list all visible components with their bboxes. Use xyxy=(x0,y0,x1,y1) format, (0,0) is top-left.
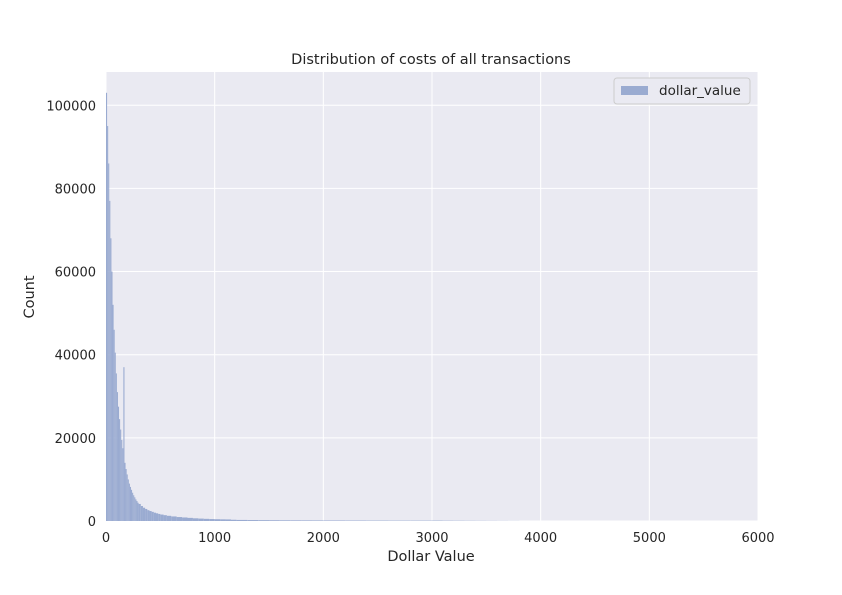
histogram-bar xyxy=(122,448,124,521)
histogram-bar xyxy=(192,518,199,521)
histogram-bar xyxy=(114,352,116,521)
chart-title: Distribution of costs of all transaction… xyxy=(291,52,571,68)
y-tick-label: 100000 xyxy=(46,99,96,114)
histogram-bar xyxy=(198,518,204,521)
y-axis-label: Count xyxy=(22,275,38,318)
histogram-bar xyxy=(138,503,141,521)
histogram-bar xyxy=(155,513,159,521)
histogram-bar xyxy=(160,514,164,521)
histogram-bar xyxy=(279,520,291,521)
legend-swatch xyxy=(621,86,648,95)
histogram-bar xyxy=(125,469,127,521)
histogram-bar xyxy=(230,519,237,521)
x-tick-label: 3000 xyxy=(415,531,448,546)
y-tick-labels: 0 20000 40000 60000 80000 100000 xyxy=(46,99,96,530)
histogram-bar xyxy=(123,367,125,521)
histogram-bar xyxy=(112,304,114,521)
histogram-bar xyxy=(147,510,150,521)
histogram-bar xyxy=(119,419,121,521)
histogram-bar xyxy=(171,516,177,521)
histogram-bar xyxy=(110,238,112,521)
histogram-bar xyxy=(176,517,183,521)
histogram-bar xyxy=(145,508,148,521)
histogram-bar xyxy=(214,519,221,521)
histogram-bar xyxy=(116,392,118,521)
histogram-bar xyxy=(124,462,126,521)
histogram-bar xyxy=(134,497,136,521)
legend: dollar_value xyxy=(613,77,751,105)
histogram-bar xyxy=(151,511,154,521)
histogram-bar xyxy=(115,373,117,521)
histogram-bar xyxy=(142,507,146,521)
histogram-bar xyxy=(236,519,248,521)
histogram-bars xyxy=(106,92,521,522)
histogram-bar xyxy=(140,506,143,521)
histogram-bar xyxy=(127,479,129,521)
histogram-bar xyxy=(209,519,215,521)
histogram-bar xyxy=(290,520,302,521)
histogram-bar xyxy=(153,512,156,521)
histogram-bar xyxy=(108,163,110,522)
histogram-bar xyxy=(301,520,313,521)
histogram-bar xyxy=(220,519,226,521)
x-tick-label: 2000 xyxy=(307,531,340,546)
histogram-bar xyxy=(130,489,133,521)
histogram-bar xyxy=(128,483,130,521)
histogram-bar xyxy=(163,515,167,521)
x-tick-labels: 0 1000 2000 3000 4000 5000 6000 xyxy=(102,531,775,546)
legend-label: dollar_value xyxy=(659,83,741,99)
x-axis-label: Dollar Value xyxy=(387,549,474,565)
y-tick-label: 0 xyxy=(88,515,96,530)
histogram-bar xyxy=(111,271,113,521)
histogram-bar xyxy=(113,329,115,521)
histogram-bar xyxy=(203,518,210,521)
legend-box xyxy=(613,77,751,105)
histogram-bar xyxy=(187,517,193,521)
histogram-bar xyxy=(269,520,280,521)
histogram-bar xyxy=(182,517,188,521)
x-tick-label: 0 xyxy=(102,531,110,546)
x-tick-label: 1000 xyxy=(198,531,231,546)
histogram-bar xyxy=(129,486,131,521)
histogram-bar xyxy=(312,520,324,521)
histogram-bar xyxy=(166,515,172,521)
histogram-bar xyxy=(117,406,120,521)
histogram-bar xyxy=(132,492,134,521)
histogram-bar xyxy=(106,92,108,521)
histogram-bar xyxy=(136,501,138,521)
y-tick-label: 60000 xyxy=(55,266,96,281)
x-tick-label: 6000 xyxy=(741,531,774,546)
histogram-bar xyxy=(135,499,137,521)
histogram-bar xyxy=(121,439,123,521)
histogram-bar xyxy=(107,126,109,521)
histogram-bar xyxy=(120,429,122,521)
histogram-bar xyxy=(225,519,231,521)
x-tick-label: 5000 xyxy=(633,531,666,546)
histogram-bar xyxy=(247,520,259,521)
histogram-bar xyxy=(158,513,161,521)
histogram-bar xyxy=(126,474,128,521)
histogram-bar xyxy=(109,200,111,521)
y-tick-label: 80000 xyxy=(55,182,96,197)
histogram-bar xyxy=(137,502,139,521)
histogram-bar xyxy=(149,511,152,521)
histogram-bar xyxy=(258,520,269,521)
y-tick-label: 40000 xyxy=(55,349,96,364)
histogram-bar xyxy=(133,495,135,521)
y-tick-label: 20000 xyxy=(55,432,96,447)
x-tick-label: 4000 xyxy=(524,531,557,546)
